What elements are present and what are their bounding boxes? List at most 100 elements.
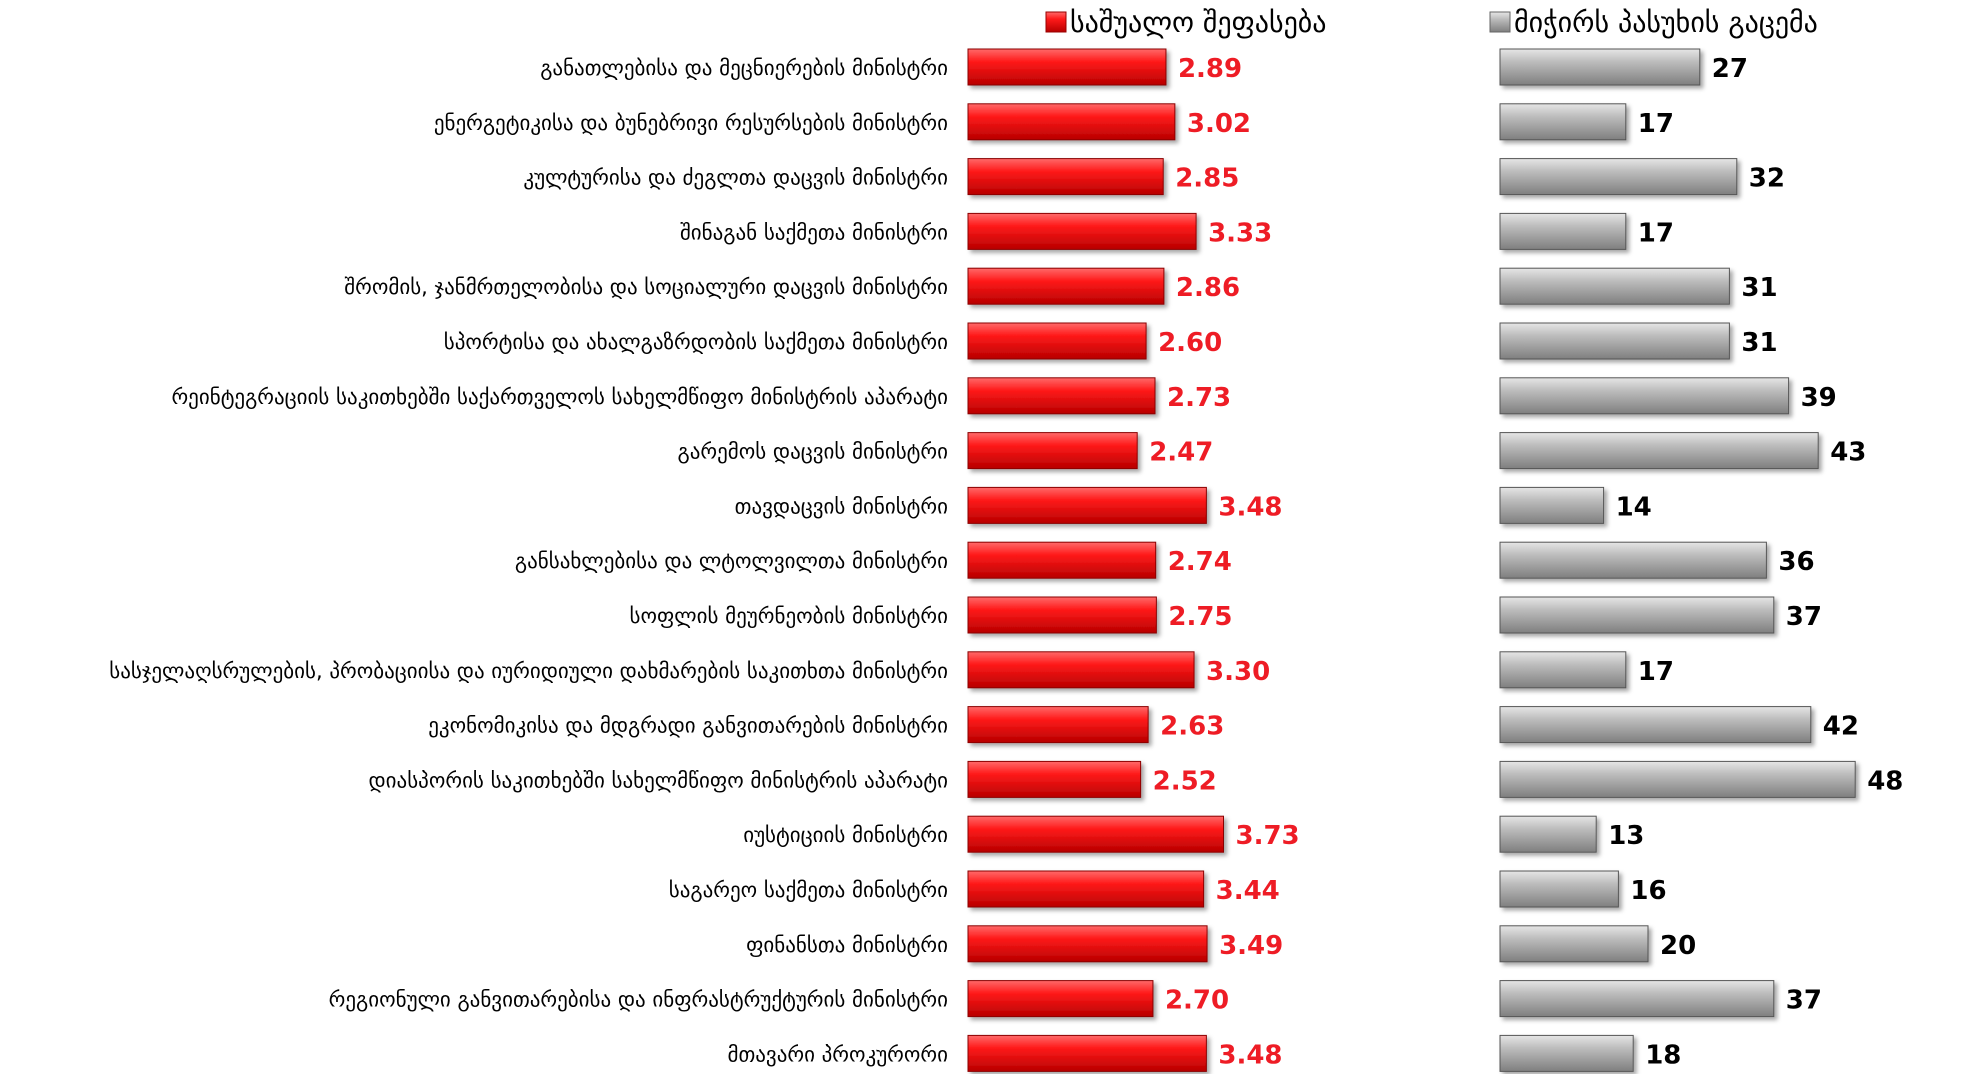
data-label-hard-to-answer: 37 bbox=[1786, 602, 1822, 632]
category-label: ენერგეტიკისა და ბუნებრივი რესურსების მინ… bbox=[434, 111, 948, 135]
data-label-hard-to-answer: 14 bbox=[1616, 492, 1652, 522]
bar-average-rating bbox=[967, 1034, 1207, 1072]
legend-label-hard-to-answer: მიჭირს პასუხის გაცემა bbox=[1514, 6, 1818, 39]
category-label: საგარეო საქმეთა მინისტრი bbox=[669, 878, 948, 902]
data-label-hard-to-answer: 36 bbox=[1778, 547, 1814, 577]
bar-hard-to-answer bbox=[1499, 870, 1619, 908]
legend-swatch-grey bbox=[1489, 11, 1511, 33]
series-hard-to-answer: 27 17 32 17 31 31 39 43 14 36 37 17 42 48 13 16 20 37 18 bbox=[1499, 48, 1903, 1072]
category-label: განსახლებისა და ლტოლვილთა მინისტრი bbox=[515, 549, 948, 573]
bar-average-rating bbox=[967, 541, 1157, 579]
data-label-average-rating: 2.52 bbox=[1153, 766, 1217, 796]
category-label: სასჯელაღსრულების, პრობაციისა და იურიდიულ… bbox=[109, 659, 948, 683]
data-label-average-rating: 3.33 bbox=[1208, 218, 1272, 248]
data-label-average-rating: 3.49 bbox=[1219, 931, 1283, 961]
data-label-average-rating: 2.70 bbox=[1165, 986, 1229, 1016]
bar-hard-to-answer bbox=[1499, 760, 1856, 798]
data-label-hard-to-answer: 32 bbox=[1749, 164, 1785, 194]
bar-hard-to-answer bbox=[1499, 432, 1819, 470]
data-label-average-rating: 2.85 bbox=[1175, 164, 1239, 194]
data-label-hard-to-answer: 31 bbox=[1741, 273, 1777, 303]
legend-label-average-rating: საშუალო შეფასება bbox=[1070, 6, 1327, 39]
category-label: მთავარი პროკურორი bbox=[727, 1042, 948, 1066]
bar-average-rating bbox=[967, 432, 1138, 470]
data-label-hard-to-answer: 17 bbox=[1638, 218, 1674, 248]
data-label-average-rating: 2.89 bbox=[1178, 54, 1242, 84]
bar-hard-to-answer bbox=[1499, 377, 1790, 415]
bar-hard-to-answer bbox=[1499, 48, 1701, 86]
category-label: რეინტეგრაციის საკითხებში საქართველოს სახ… bbox=[171, 385, 948, 409]
bar-hard-to-answer bbox=[1499, 925, 1649, 963]
data-label-hard-to-answer: 17 bbox=[1638, 109, 1674, 139]
bar-average-rating bbox=[967, 706, 1149, 744]
data-label-hard-to-answer: 48 bbox=[1867, 766, 1903, 796]
bar-average-rating bbox=[967, 158, 1164, 196]
bar-average-rating bbox=[967, 377, 1156, 415]
category-label: შინაგან საქმეთა მინისტრი bbox=[680, 220, 948, 244]
bar-hard-to-answer bbox=[1499, 486, 1605, 524]
legend-swatch-red bbox=[1045, 11, 1067, 33]
category-label: გარემოს დაცვის მინისტრი bbox=[678, 440, 948, 464]
data-label-hard-to-answer: 27 bbox=[1712, 54, 1748, 84]
data-label-average-rating: 2.86 bbox=[1176, 273, 1240, 303]
bar-hard-to-answer bbox=[1499, 322, 1730, 360]
bar-hard-to-answer bbox=[1499, 212, 1627, 250]
data-label-hard-to-answer: 31 bbox=[1741, 328, 1777, 358]
data-label-average-rating: 2.47 bbox=[1149, 438, 1213, 468]
data-label-average-rating: 3.48 bbox=[1218, 492, 1282, 522]
category-label: განათლებისა და მეცნიერების მინისტრი bbox=[540, 56, 948, 80]
data-label-average-rating: 3.44 bbox=[1216, 876, 1280, 906]
bar-average-rating bbox=[967, 980, 1154, 1018]
data-label-average-rating: 2.75 bbox=[1168, 602, 1232, 632]
bar-average-rating bbox=[967, 925, 1208, 963]
data-label-average-rating: 3.73 bbox=[1236, 821, 1300, 851]
bar-average-rating bbox=[967, 651, 1195, 689]
bar-average-rating bbox=[967, 596, 1157, 634]
bar-average-rating bbox=[967, 486, 1207, 524]
category-label: კულტურისა და ძეგლთა დაცვის მინისტრი bbox=[523, 166, 948, 190]
bar-average-rating bbox=[967, 870, 1205, 908]
bar-hard-to-answer bbox=[1499, 651, 1627, 689]
data-label-hard-to-answer: 16 bbox=[1630, 876, 1666, 906]
data-label-average-rating: 2.74 bbox=[1168, 547, 1232, 577]
bar-hard-to-answer bbox=[1499, 815, 1597, 853]
legend: საშუალო შეფასება მიჭირს პასუხის გაცემა bbox=[1045, 6, 1818, 39]
data-label-average-rating: 3.30 bbox=[1206, 657, 1270, 687]
data-label-average-rating: 3.02 bbox=[1187, 109, 1251, 139]
category-label: ეკონომიკისა და მდგრადი განვითარების მინი… bbox=[428, 714, 948, 738]
category-label: ფინანსთა მინისტრი bbox=[746, 933, 948, 957]
bar-hard-to-answer bbox=[1499, 596, 1775, 634]
category-label: დიასპორის საკითხებში სახელმწიფო მინისტრი… bbox=[369, 768, 949, 792]
bar-hard-to-answer bbox=[1499, 541, 1767, 579]
data-label-average-rating: 2.73 bbox=[1167, 383, 1231, 413]
category-label: იუსტიციის მინისტრი bbox=[743, 823, 948, 847]
category-labels: განათლებისა და მეცნიერების მინისტრი ენერგ… bbox=[109, 56, 948, 1066]
data-label-hard-to-answer: 43 bbox=[1830, 438, 1866, 468]
bar-hard-to-answer bbox=[1499, 103, 1627, 141]
bar-average-rating bbox=[967, 267, 1165, 305]
bar-average-rating bbox=[967, 760, 1142, 798]
bar-hard-to-answer bbox=[1499, 267, 1730, 305]
bar-average-rating bbox=[967, 322, 1147, 360]
bar-hard-to-answer bbox=[1499, 158, 1738, 196]
bar-average-rating bbox=[967, 103, 1176, 141]
bar-hard-to-answer bbox=[1499, 706, 1812, 744]
data-label-average-rating: 2.60 bbox=[1158, 328, 1222, 358]
data-label-hard-to-answer: 20 bbox=[1660, 931, 1696, 961]
category-label: სპორტისა და ახალგაზრდობის საქმეთა მინისტ… bbox=[444, 330, 948, 354]
data-label-hard-to-answer: 17 bbox=[1638, 657, 1674, 687]
bar-hard-to-answer bbox=[1499, 1034, 1634, 1072]
bar-hard-to-answer bbox=[1499, 980, 1775, 1018]
category-label: რეგიონული განვითარებისა და ინფრასტრუქტურ… bbox=[329, 988, 948, 1012]
bar-average-rating bbox=[967, 48, 1167, 86]
series-average-rating: 2.893.022.853.332.862.602.732.473.482.74… bbox=[967, 48, 1300, 1072]
bar-average-rating bbox=[967, 212, 1197, 250]
data-label-hard-to-answer: 18 bbox=[1645, 1040, 1681, 1070]
data-label-hard-to-answer: 39 bbox=[1801, 383, 1837, 413]
data-label-average-rating: 3.48 bbox=[1218, 1040, 1282, 1070]
category-label: სოფლის მეურნეობის მინისტრი bbox=[629, 604, 948, 628]
category-label: თავდაცვის მინისტრი bbox=[735, 494, 948, 518]
category-label: შრომის, ჯანმრთელობისა და სოციალური დაცვი… bbox=[344, 275, 948, 299]
bar-average-rating bbox=[967, 815, 1225, 853]
